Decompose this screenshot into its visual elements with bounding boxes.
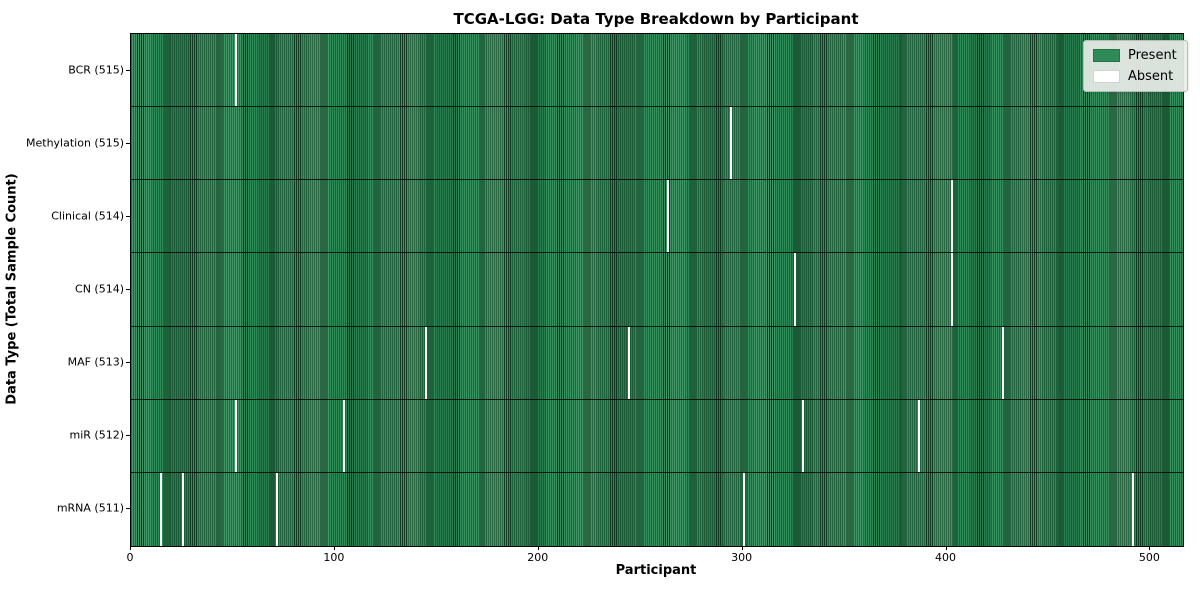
present-swatch-icon [1093,49,1120,62]
heatmap-row-CN [131,253,1183,327]
y-tick-label: BCR (515) [68,63,124,77]
legend-entry-present: Present [1093,48,1177,63]
absent-line [343,399,346,472]
y-tick-mark [126,435,130,437]
heatmap-row-BCR [131,34,1183,108]
absent-line [234,34,237,107]
y-tick-label: Methylation (515) [26,136,124,150]
x-tick-mark [1149,546,1151,550]
chart-title: TCGA-LGG: Data Type Breakdown by Partici… [453,10,859,28]
heatmap-row-miR [131,399,1183,473]
x-tick-mark [333,546,335,550]
absent-line [950,180,953,253]
absent-line [801,399,804,472]
y-axis-label: Data Type (Total Sample Count) [4,173,20,405]
absent-line [917,399,920,472]
absent-line [275,472,278,546]
x-tick-mark [741,546,743,550]
heatmap-row-mRNA [131,472,1183,546]
y-tick-mark [126,362,130,364]
heatmap-row-Clinical [131,180,1183,254]
legend-label-present: Present [1128,48,1177,63]
y-tick-label: Clinical (514) [51,209,124,223]
absent-swatch-icon [1093,70,1120,83]
x-tick-label: 400 [935,551,956,564]
plot-area [130,33,1184,547]
x-tick-label: 200 [527,551,549,564]
y-tick-mark [126,142,130,144]
absent-line [159,472,162,546]
x-tick-mark [945,546,947,550]
x-tick-mark [130,546,131,550]
x-tick-mark [537,546,539,550]
absent-line [742,472,745,546]
y-tick-label: mRNA (511) [56,501,124,515]
heatmap-row-MAF [131,326,1183,400]
absent-line [730,107,733,180]
absent-line [793,253,796,326]
legend: Present Absent [1083,40,1188,92]
x-tick-label: 500 [1138,551,1160,564]
y-tick-label: CN (514) [75,282,124,296]
y-tick-mark [126,215,130,217]
x-tick-label: 0 [126,551,134,564]
absent-line [950,253,953,326]
absent-line [1132,472,1135,546]
y-tick-mark [126,69,130,71]
x-tick-label: 300 [731,551,753,564]
absent-line [1001,326,1004,399]
x-axis-label: Participant [615,563,697,578]
legend-label-absent: Absent [1128,69,1174,84]
absent-line [667,180,670,253]
heatmap-row-Methylation [131,107,1183,181]
absent-line [424,326,427,399]
y-tick-mark [126,508,130,510]
legend-entry-absent: Absent [1093,69,1177,84]
y-tick-label: MAF (513) [67,355,124,369]
y-tick-label: miR (512) [69,428,125,442]
x-tick-label: 100 [323,551,345,564]
absent-line [234,399,237,472]
absent-line [628,326,631,399]
y-tick-mark [126,289,130,290]
absent-line [181,472,184,546]
